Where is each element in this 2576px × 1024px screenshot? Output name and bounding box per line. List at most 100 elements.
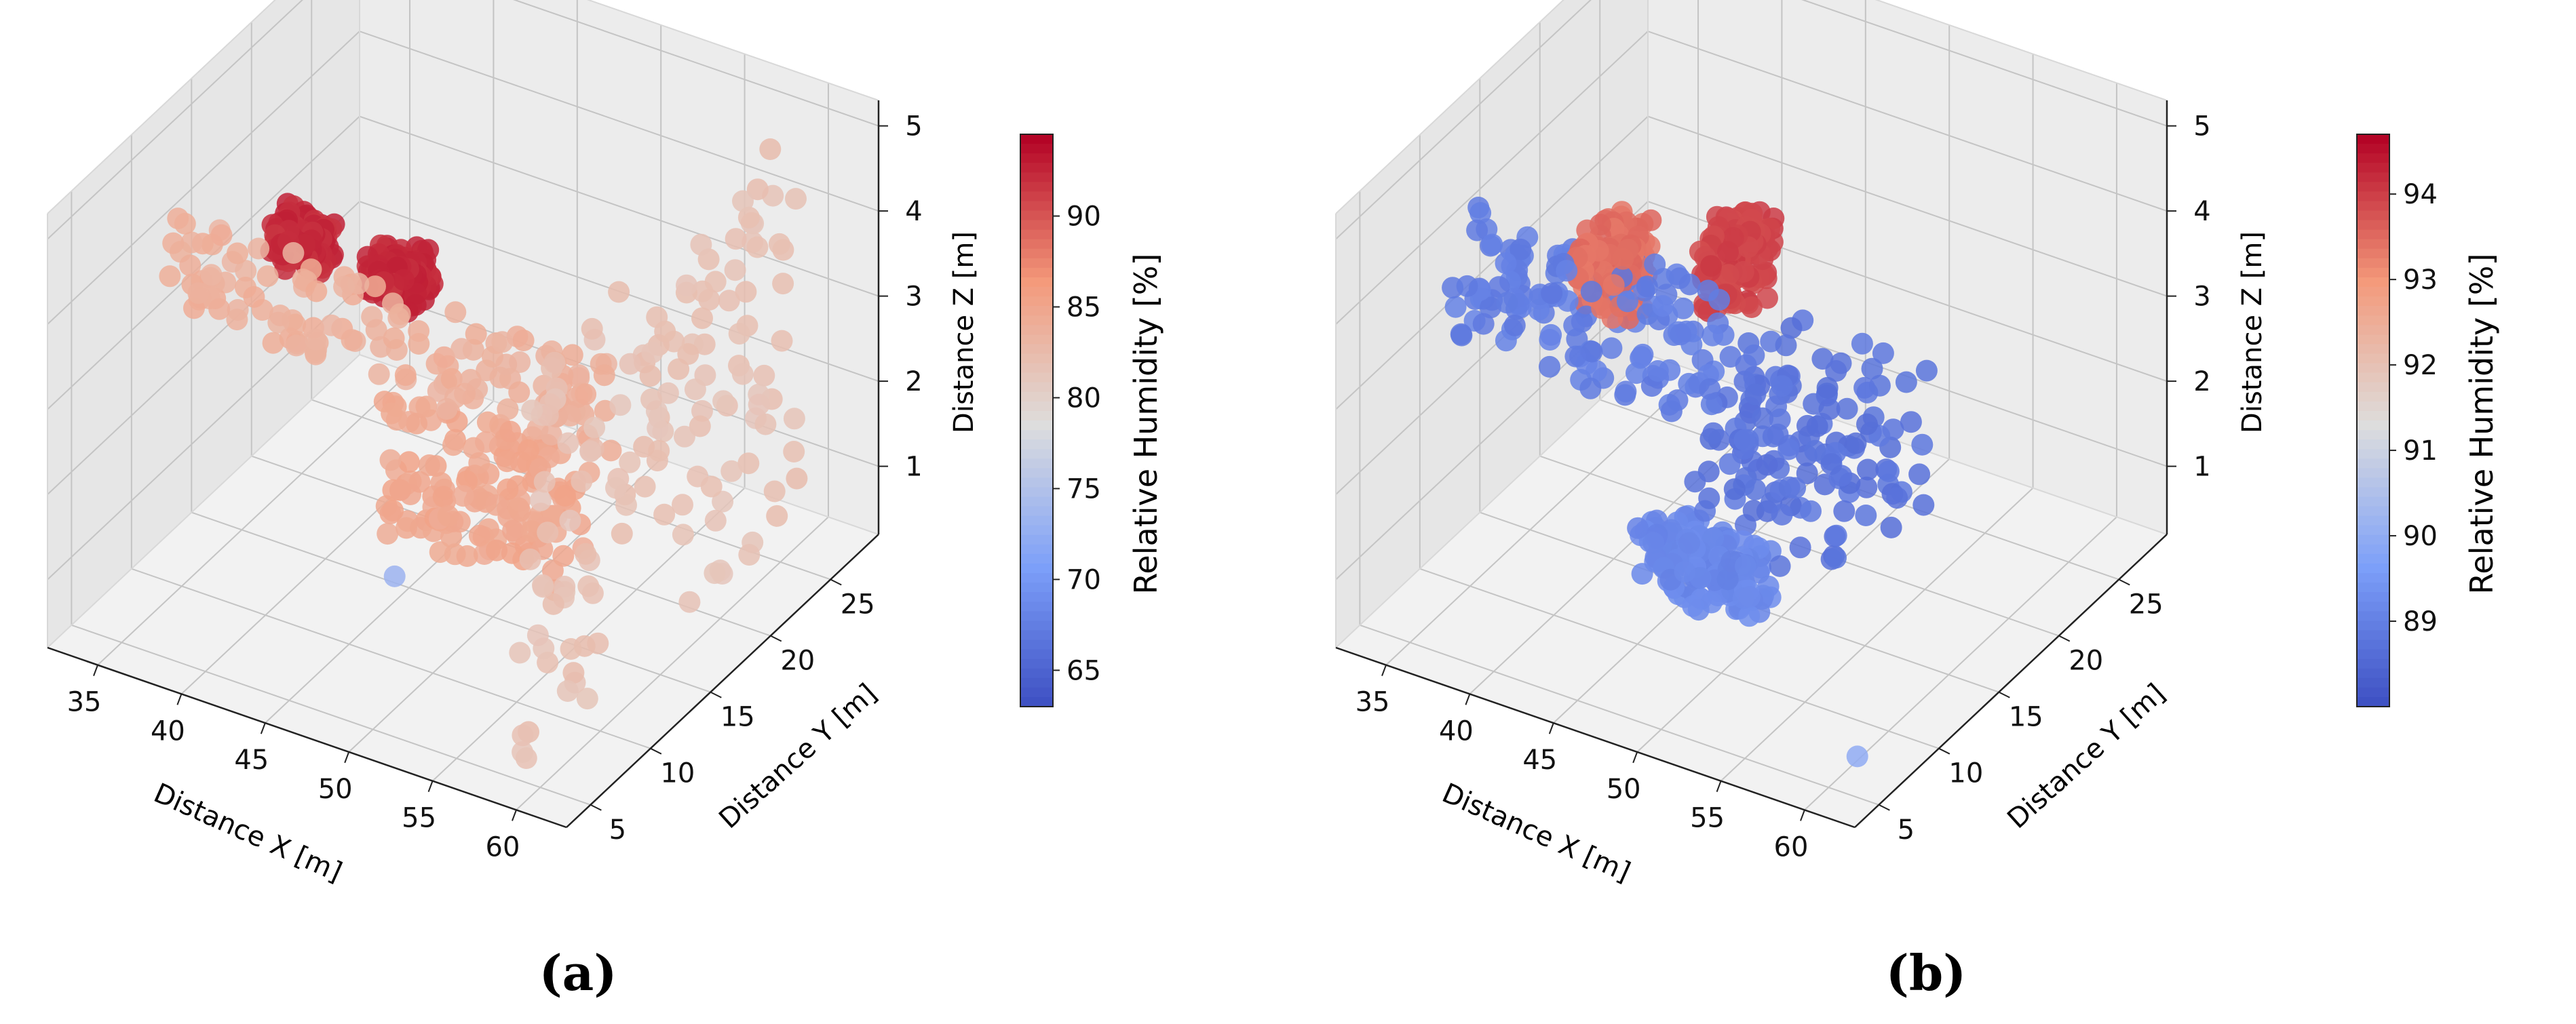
point-right-wall [771,330,793,352]
grid-line [47,31,360,325]
point-left-mass [1652,295,1674,317]
colorbar-segment [1020,544,1053,555]
point-scattered [1800,500,1822,522]
point-upper-slab [394,364,417,387]
colorbar-segment [1020,344,1053,355]
grid-line [1360,624,1879,806]
point-left-mass [1466,219,1488,241]
point-warm-block-1 [1587,239,1609,262]
point-scattered [1733,429,1756,451]
point-scattered [1856,413,1878,435]
point-lower-tiers [475,431,497,453]
point-upper-slab [262,332,284,354]
colorbar-segment [2357,191,2389,202]
x-tick-label: 35 [67,687,102,718]
point-low-strip [1631,563,1653,585]
point-scattered [1836,397,1858,420]
point-lower-tiers [437,505,459,527]
point-lower-tiers [452,485,474,507]
point-low-strip [1674,561,1696,583]
point-scattered [1825,524,1847,547]
colorbar-segment [1020,602,1053,612]
x-axis-line [47,646,567,829]
x-tick [1548,722,1554,734]
z-tick-label: 2 [905,366,922,397]
point-outlier [383,565,406,587]
grid-line [1720,487,2034,782]
colorbar-segment [2357,267,2389,278]
panel-b-zlabel: Distance Z [m] [2237,231,2268,433]
y-tick [2118,578,2130,586]
floor-pane [47,355,879,827]
colorbar-segment [2357,144,2389,155]
point-low-strip [1682,595,1704,617]
colorbar-segment [2357,687,2389,698]
point-right-wall [543,351,566,374]
point-warm-block-2 [1756,287,1778,309]
colorbar-segment [2357,658,2389,669]
colorbar-segment [2357,468,2389,479]
colorbar-segment [1020,449,1053,460]
point-right-wall [766,505,788,527]
x-tick-label: 45 [1522,745,1557,776]
y-tick [770,635,782,642]
x-tick [1381,665,1387,676]
point-right-wall [725,228,747,250]
point-upper-slab [187,282,210,304]
colorbar-segment [1020,315,1053,326]
z-tick-label: 4 [905,196,922,227]
point-scattered [1825,547,1847,569]
colorbar-segment [1020,630,1053,641]
point-left-mass [1556,260,1578,282]
point-left-mass [1647,360,1669,382]
point-right-wall [704,509,727,532]
point-lower-tiers [456,545,478,567]
point-upper-slab [408,320,430,342]
colorbar-segment [2357,487,2389,498]
point-upper-slab [162,232,185,254]
colorbar-tick-label: 90 [2403,521,2438,552]
point-scattered [1775,334,1797,357]
point-upper-slab [285,334,307,357]
point-scattered [1784,477,1807,499]
grid-line [1335,31,1649,325]
colorbar-segment [1020,573,1053,584]
x-tick-label: 50 [1607,774,1641,805]
colorbar-segment [1020,191,1053,202]
point-upper-slab [305,280,328,302]
point-left-mass [1699,378,1721,400]
point-right-wall [542,593,564,615]
point-left-mass [1510,238,1532,260]
panel-a-zlabel: Distance Z [m] [948,231,980,433]
z-tick-label: 3 [905,281,922,313]
colorbar-segment [1020,382,1053,393]
colorbar-tick-label: 92 [2403,350,2438,381]
colorbar-segment [1020,296,1053,307]
grid-line [71,624,591,806]
x-tick-label: 50 [318,774,353,805]
point-left-mass [1564,345,1587,368]
grid-line [191,511,711,693]
x-tick [176,694,182,705]
point-right-wall [537,521,559,544]
colorbar-segment [1020,420,1053,431]
point-lower-tiers [496,450,518,473]
y-tick [830,578,842,586]
point-outlier [1846,745,1868,768]
point-lower-tiers [497,478,519,500]
point-right-wall [672,524,694,546]
colorbar-segment [2357,372,2389,383]
point-right-wall [763,480,786,503]
point-right-wall [526,624,549,646]
point-lower-tiers [377,523,399,545]
y-tick [2058,635,2071,642]
point-scattered [1845,432,1867,454]
point-right-wall [785,188,807,210]
colorbar-segment [2357,210,2389,221]
point-left-mass [1444,296,1467,318]
point-upper-slab [512,330,535,351]
colorbar-segment [1020,696,1053,707]
colorbar-segment [2357,296,2389,307]
colorbar-segment [2357,287,2389,298]
